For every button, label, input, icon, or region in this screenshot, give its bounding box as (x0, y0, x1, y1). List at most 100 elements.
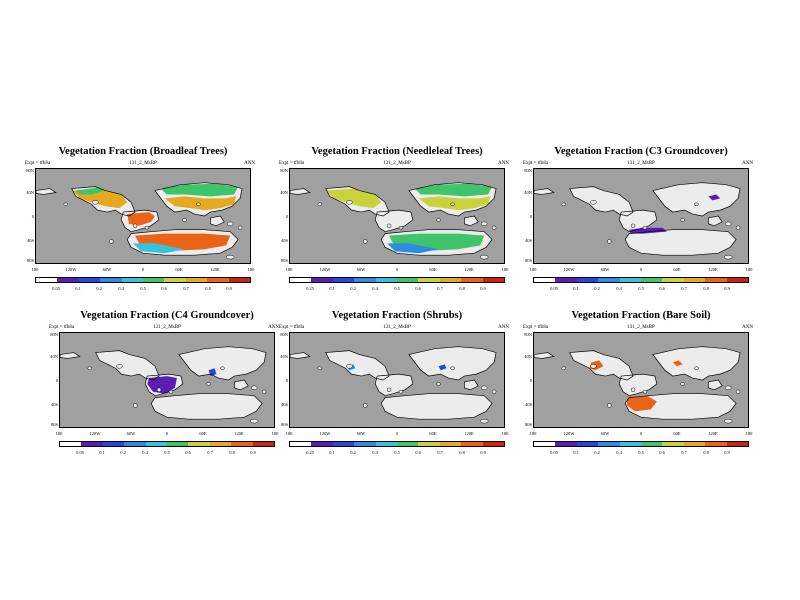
colorbar-label: 0.1 (573, 450, 579, 455)
island (182, 218, 187, 222)
island (250, 385, 258, 391)
field-s_continent_edge (387, 243, 439, 254)
lon-tick: 120W (65, 267, 77, 272)
colorbar-label: 0.8 (229, 450, 235, 455)
land-eurasia (178, 346, 267, 380)
map-plot (533, 168, 749, 264)
season-label: ANN (498, 325, 509, 330)
lat-tick: 40S (26, 238, 34, 243)
colorbar (533, 277, 749, 283)
island (249, 418, 259, 424)
lon-tick: 120W (563, 267, 575, 272)
island (63, 202, 68, 206)
lat-tick: 40N (524, 354, 532, 359)
colorbar-swatch (354, 278, 376, 282)
coastline (464, 379, 479, 391)
colorbar-swatch (461, 278, 483, 282)
lon-tick: 60W (102, 267, 112, 272)
colorbar-swatch (705, 278, 727, 282)
island (386, 223, 392, 228)
lat-tick: 40S (50, 402, 58, 407)
colorbar-label: 0.9 (480, 286, 486, 291)
coastline (126, 229, 239, 256)
island (398, 390, 404, 394)
colorbar-label: 0.8 (459, 286, 465, 291)
colorbar-swatch (102, 442, 125, 446)
colorbar-swatch (145, 442, 168, 446)
colorbar-swatch (397, 278, 419, 282)
colorbar-label: 0.5 (638, 286, 644, 291)
lon-tick: 0 (639, 431, 643, 436)
island (491, 389, 497, 394)
coastline (60, 352, 81, 359)
colorbar-swatch (598, 442, 620, 446)
colorbar (35, 277, 251, 283)
colorbar-swatch (60, 442, 82, 446)
colorbar-swatch (641, 442, 663, 446)
expt-label: Expt = tfh8a (523, 161, 549, 166)
lat-tick: 40N (280, 190, 288, 195)
colorbar-label: 0.7 (681, 286, 687, 291)
colorbar-label: 0.9 (724, 450, 730, 455)
island (607, 403, 612, 408)
colorbar-swatch (482, 278, 505, 282)
coastline (154, 182, 243, 217)
colorbar-label: 0.2 (120, 450, 126, 455)
colorbar-swatch (311, 278, 333, 282)
coastline (325, 186, 390, 217)
colorbar-swatch (662, 442, 684, 446)
field-na_north (75, 187, 106, 195)
lon-tick: 120W (319, 267, 331, 272)
colorbar-label: 0.9 (724, 286, 730, 291)
island (735, 225, 741, 230)
colorbar-label: 0.5 (394, 286, 400, 291)
colorbar (289, 441, 505, 447)
coastline (652, 346, 741, 381)
lon-tick: 120E (210, 267, 220, 272)
colorbar-label: 0.05 (76, 450, 84, 455)
lon-tick: 120W (319, 431, 331, 436)
colorbar-swatch (188, 442, 210, 446)
colorbar-swatch (81, 442, 103, 446)
island (642, 390, 648, 394)
coastline (624, 229, 737, 256)
island (694, 202, 699, 206)
run-label: 131_2_MsBP (383, 161, 411, 166)
island (480, 221, 488, 227)
colorbar-label: 0.4 (372, 286, 378, 291)
map-plot (289, 168, 505, 264)
colorbar-label: 0.6 (161, 286, 167, 291)
colorbar (533, 441, 749, 447)
colorbar (59, 441, 275, 447)
colorbar-label: 0.2 (96, 286, 102, 291)
colorbar-swatch (534, 278, 556, 282)
island (346, 200, 353, 205)
expt-label: Expt = tfh8a (49, 325, 75, 330)
lon-tick: 180 (55, 431, 63, 436)
lat-tick: 80N (280, 332, 288, 337)
colorbar-swatch (124, 442, 146, 446)
colorbar-swatch (228, 278, 251, 282)
lon-tick: 120E (464, 431, 474, 436)
island (132, 223, 138, 228)
island (225, 254, 235, 260)
map-plot (289, 332, 505, 428)
island (450, 366, 455, 370)
colorbar-swatch (598, 278, 620, 282)
island (479, 418, 489, 424)
colorbar-label: 0.5 (164, 450, 170, 455)
coastline (325, 350, 390, 381)
island (630, 387, 636, 392)
island (436, 382, 441, 386)
island (724, 221, 732, 227)
colorbar-label: 0.9 (250, 450, 256, 455)
colorbar-label: 0.05 (550, 286, 558, 291)
colorbar-label: 0.7 (437, 450, 443, 455)
land-south (151, 393, 263, 420)
colorbar-swatch (375, 442, 398, 446)
lat-tick: 80S (26, 258, 34, 263)
season-label: ANN (742, 325, 753, 330)
colorbar-label: 0.7 (183, 286, 189, 291)
coastline (71, 186, 136, 217)
coastline (464, 215, 479, 227)
